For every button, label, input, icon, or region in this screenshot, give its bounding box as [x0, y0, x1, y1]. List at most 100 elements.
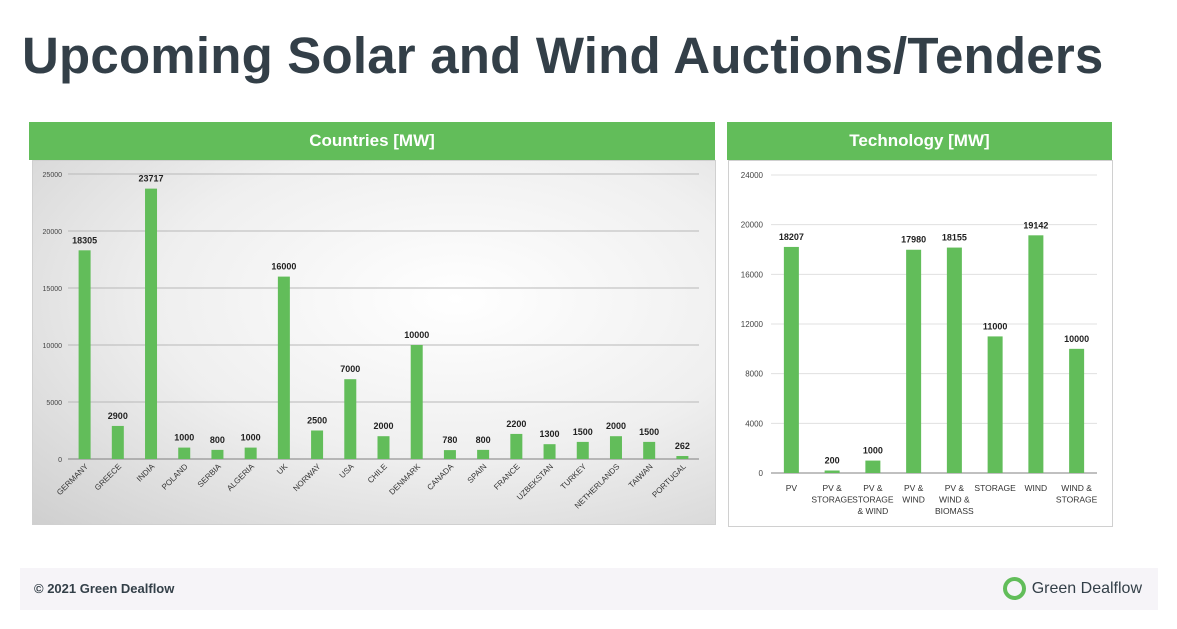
bar — [443, 450, 456, 459]
x-category-label: PV & WIND — [902, 483, 925, 505]
countries-chart: 0 5000 10000 15000 20000 25000 18305 GERMANY 290… — [32, 160, 716, 525]
x-category-label: WIND & STORAGE — [1056, 483, 1098, 505]
data-label: 200 — [825, 456, 840, 466]
x-category-label: PV & STORAGE — [811, 483, 853, 505]
bar — [643, 441, 656, 459]
x-category-label: STORAGE — [974, 483, 1016, 493]
bar — [211, 449, 224, 459]
data-label: 1500 — [639, 427, 659, 437]
bar — [277, 276, 290, 459]
bar — [1028, 235, 1044, 473]
countries-chart-header: Countries [MW] — [29, 122, 715, 160]
technology-chart-header: Technology [MW] — [727, 122, 1112, 160]
countries-chart-title: Countries [MW] — [309, 131, 435, 150]
data-label: 18305 — [72, 235, 97, 245]
y-tick-label: 16000 — [741, 270, 764, 279]
x-category-label: GREECE — [93, 462, 123, 492]
y-tick-label: 20000 — [43, 229, 63, 236]
bar — [410, 345, 423, 459]
x-category-label: WIND — [1025, 483, 1048, 493]
data-label: 10000 — [1064, 334, 1089, 344]
x-category-label: CHILE — [366, 462, 389, 485]
data-label: 262 — [675, 441, 690, 451]
bar — [676, 456, 689, 459]
data-label: 1000 — [241, 433, 261, 443]
data-label: 7000 — [340, 364, 360, 374]
bar — [311, 430, 324, 459]
y-tick-label: 5000 — [46, 400, 62, 407]
brand-name: Green Dealflow — [1031, 579, 1142, 597]
bar — [865, 460, 881, 473]
data-label: 780 — [442, 435, 457, 445]
countries-bar-chart: 0 5000 10000 15000 20000 25000 18305 GERMANY 290… — [43, 172, 699, 511]
x-category-label: POLAND — [160, 462, 190, 492]
data-label: 18207 — [779, 232, 804, 242]
data-label: 1000 — [174, 433, 194, 443]
x-category-label: NORWAY — [291, 462, 323, 494]
data-label: 2200 — [506, 419, 526, 429]
footer: © 2021 Green Dealflow Green Dealflow — [20, 568, 1158, 610]
copyright-text: © 2021 Green Dealflow — [34, 581, 175, 596]
y-tick-label: 8000 — [745, 370, 763, 379]
x-category-label: PV & WIND & BIOMASS — [935, 483, 974, 516]
x-category-label: PORTUGAL — [650, 462, 688, 500]
x-category-label: GERMANY — [55, 462, 90, 497]
data-label: 800 — [476, 435, 491, 445]
data-label: 10000 — [404, 330, 429, 340]
data-label: 11000 — [983, 321, 1008, 331]
x-category-label: CANADA — [425, 462, 455, 492]
bar — [824, 470, 840, 473]
ring-logo-icon — [1002, 577, 1026, 600]
data-label: 23717 — [139, 174, 164, 184]
bar — [377, 436, 390, 459]
bar — [1069, 348, 1085, 473]
y-tick-label: 12000 — [741, 320, 764, 329]
x-category-label: DENMARK — [387, 462, 422, 497]
x-category-label: ALGERIA — [225, 462, 256, 493]
y-tick-label: 4000 — [745, 419, 763, 428]
bar — [987, 336, 1003, 473]
x-category-label: TAIWAN — [627, 462, 655, 490]
bar — [477, 449, 490, 459]
data-label: 1300 — [540, 429, 560, 439]
bar — [78, 250, 91, 459]
x-category-label: SPAIN — [466, 462, 489, 485]
data-label: 16000 — [271, 262, 296, 272]
bar — [510, 433, 523, 459]
data-label: 2000 — [373, 421, 393, 431]
brand-logo: Green Dealflow — [1002, 577, 1142, 600]
data-label: 800 — [210, 435, 225, 445]
y-tick-label: 10000 — [43, 343, 63, 350]
data-label: 19142 — [1023, 220, 1048, 230]
data-label: 1000 — [863, 446, 883, 456]
bar — [145, 188, 158, 459]
x-category-label: SERBIA — [196, 462, 224, 490]
data-label: 2000 — [606, 421, 626, 431]
bar — [244, 447, 257, 459]
y-tick-label: 0 — [58, 457, 62, 464]
y-tick-label: 25000 — [43, 172, 63, 179]
y-tick-label: 15000 — [43, 286, 63, 293]
technology-chart: 0 4000 8000 12000 16000 20000 24000 18207 PV 200 P… — [728, 160, 1113, 527]
bar — [946, 247, 962, 473]
bar — [178, 447, 191, 459]
x-category-label: UK — [275, 462, 290, 477]
bar — [344, 379, 357, 459]
bar — [576, 441, 589, 459]
data-label: 2900 — [108, 411, 128, 421]
bar — [543, 444, 556, 459]
x-category-label: USA — [338, 462, 356, 480]
technology-bar-chart: 0 4000 8000 12000 16000 20000 24000 18207 PV 200 P… — [741, 171, 1098, 516]
bar — [111, 425, 124, 459]
data-label: 17980 — [901, 235, 926, 245]
page-title: Upcoming Solar and Wind Auctions/Tenders — [22, 27, 1104, 84]
y-tick-label: 0 — [759, 469, 764, 478]
x-category-label: INDIA — [135, 462, 157, 484]
bar — [906, 249, 922, 473]
data-label: 1500 — [573, 427, 593, 437]
y-tick-label: 20000 — [741, 221, 764, 230]
x-category-label: TURKEY — [559, 462, 589, 492]
bar — [609, 436, 622, 459]
bar — [783, 246, 799, 473]
y-tick-label: 24000 — [741, 171, 764, 180]
